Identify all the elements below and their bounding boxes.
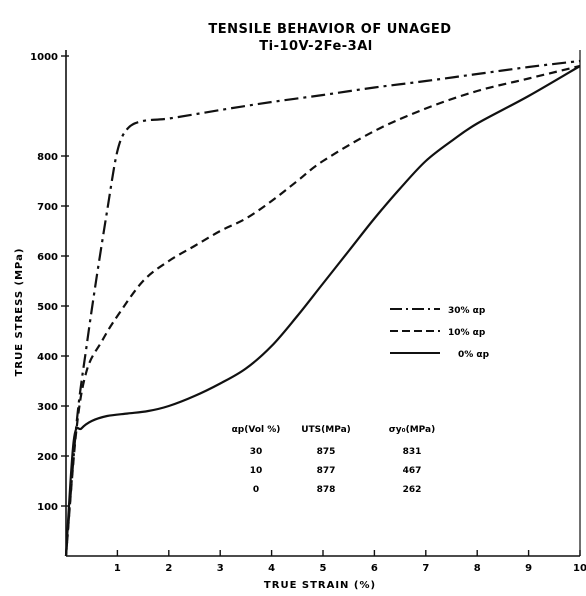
chart-subtitle: Ti-10V-2Fe-3Al (259, 39, 373, 54)
y-tick-label: 700 (37, 202, 58, 213)
alpha-table: αp(Vol %) UTS(MPa) σy₀(MPa) 30 875 831 1… (232, 425, 436, 495)
table-header-alpha: αp(Vol %) (232, 425, 281, 435)
x-tick-label: 10 (573, 563, 586, 574)
table-cell: 878 (317, 485, 336, 495)
y-tick-label: 800 (37, 152, 58, 163)
x-tick-label: 1 (114, 563, 121, 574)
legend-label-30: 30% αp (448, 306, 486, 316)
x-tick-label: 5 (320, 563, 327, 574)
chart-title: TENSILE BEHAVIOR OF UNAGED (208, 22, 451, 37)
table-cell: 262 (403, 485, 422, 495)
y-tick-label: 400 (37, 352, 58, 363)
legend-label-0: 0% αp (458, 350, 490, 360)
y-tick-label: 300 (37, 402, 58, 413)
table-cell: 467 (403, 466, 422, 476)
legend-label-10: 10% αp (448, 328, 486, 338)
table-cell: 30 (250, 447, 263, 457)
x-tick-label: 2 (165, 563, 172, 574)
table-cell: 875 (317, 447, 336, 457)
x-tick-label: 6 (371, 563, 378, 574)
y-tick-label: 200 (37, 452, 58, 463)
legend: 30% αp 10% αp 0% αp (390, 306, 490, 360)
y-tick-label: 1000 (30, 52, 58, 63)
x-tick-label: 8 (474, 563, 481, 574)
x-tick-label: 4 (268, 563, 275, 574)
x-axis-label: TRUE STRAIN (%) (264, 580, 376, 591)
y-ticks: 100 200 300 400 500 600 700 800 1000 (30, 52, 69, 513)
table-cell: 831 (403, 447, 422, 457)
table-cell: 877 (317, 466, 336, 476)
series-line-0 (64, 59, 581, 557)
table-cell: 10 (250, 466, 263, 476)
series-line-1 (64, 64, 581, 557)
table-header-uts: UTS(MPa) (301, 425, 351, 435)
table-cell: 0 (253, 485, 259, 495)
x-ticks: 1 2 3 4 5 6 7 8 9 10 (114, 550, 586, 574)
x-tick-label: 9 (525, 563, 532, 574)
x-tick-label: 7 (422, 563, 429, 574)
y-tick-label: 100 (37, 502, 58, 513)
y-axis-label: TRUE STRESS (MPa) (14, 248, 25, 377)
y-tick-label: 500 (37, 302, 58, 313)
series-line-2 (64, 65, 581, 557)
table-header-yield: σy₀(MPa) (389, 425, 435, 435)
series-layer (64, 59, 581, 557)
x-tick-label: 3 (217, 563, 224, 574)
y-tick-label: 600 (37, 252, 58, 263)
